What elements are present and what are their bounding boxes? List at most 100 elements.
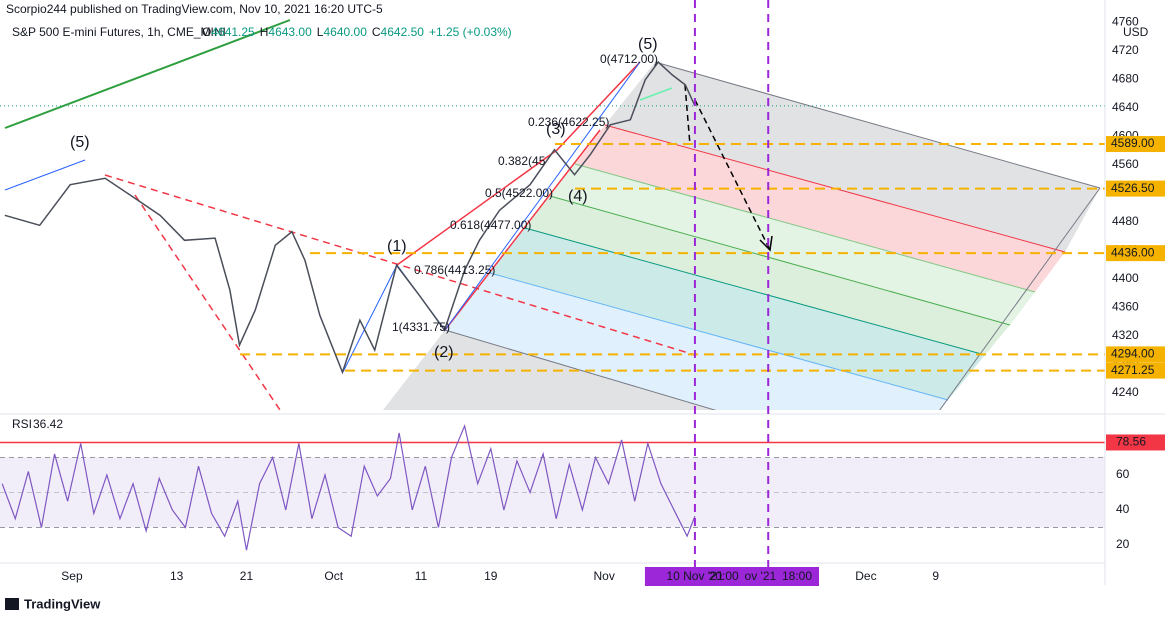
wave-label: (5) — [70, 134, 90, 151]
y-tick-label: 4680 — [1112, 71, 1139, 85]
x-tick-label: 21 — [240, 569, 254, 583]
fib-band — [445, 273, 948, 410]
y-tick-label: 60 — [1116, 467, 1130, 481]
wave-label: (4) — [568, 188, 588, 205]
ohlc-value: 4640.00 — [323, 25, 367, 39]
level-label: 4271.25 — [1111, 363, 1155, 377]
fib-label: 0.382(45 — [498, 154, 546, 168]
cursor-box — [644, 567, 820, 586]
trend-line — [134, 194, 281, 410]
rsi-line — [1, 423, 696, 551]
rsi-clip — [1, 423, 696, 551]
fib-edge — [939, 187, 1101, 410]
y-tick-label: 4720 — [1112, 43, 1139, 57]
ohlc-value: 4642.50 — [381, 25, 425, 39]
fib-label: 1(4331.75) — [392, 320, 450, 334]
symbol: S&P 500 E-mini Futures, 1h, CME_MINI — [12, 25, 226, 39]
ohlc-key: C — [372, 25, 381, 39]
trend-line — [444, 129, 601, 331]
fib-band — [525, 196, 1010, 355]
level-box — [1106, 245, 1165, 262]
y-tick-label: 40 — [1116, 502, 1130, 516]
y-tick-label: 20 — [1116, 537, 1130, 551]
change: +1.25 (+0.03%) — [429, 25, 512, 39]
level-box — [1106, 180, 1165, 197]
x-tick-label: Nov — [594, 569, 615, 583]
x-tick-label: Sep — [61, 569, 83, 583]
fib-lines — [444, 61, 1101, 410]
level-label: 4526.50 — [1111, 181, 1155, 195]
price-pane: 0(4712.00) 0.236(4622.25) 0.382(45 0.5(4522… — [0, 19, 1105, 410]
level-label: 4294.00 — [1111, 347, 1155, 361]
rsi-level-box — [1106, 434, 1165, 451]
fib-band — [550, 164, 1035, 325]
fib-line — [524, 227, 986, 356]
projection-arrow — [694, 99, 771, 251]
x-tick-label: 11 — [415, 569, 428, 583]
ohlc: O4641.25 H4643.00 L4640.00 C4642.50 +1.25 (+… — [202, 25, 512, 39]
rsi-level-label: 78.56 — [1116, 435, 1146, 449]
ohlc-key: H — [260, 25, 269, 39]
fib-line — [444, 329, 717, 410]
price-line — [4, 60, 696, 375]
ohlc-key: L — [317, 25, 324, 39]
fib-label: 0.786(4413.25) — [414, 263, 495, 277]
cursor-label: 10 Nov '21 — [666, 569, 723, 583]
rsi-pane — [0, 423, 1105, 551]
level-label: 4436.00 — [1111, 245, 1155, 259]
rsi-title: RSI — [12, 417, 32, 431]
trend-line — [4, 159, 86, 191]
fib-line — [489, 272, 949, 401]
logo — [5, 598, 19, 610]
cursor-label: 18:00 — [782, 569, 812, 583]
trend-line — [639, 87, 673, 101]
fib-line — [549, 195, 1011, 326]
arrow-head — [759, 235, 773, 252]
y-tick-label: 4240 — [1112, 385, 1139, 399]
trend-line — [396, 61, 641, 266]
rsi-value: 36.42 — [33, 417, 63, 431]
y-tick-label: 4760 — [1112, 14, 1139, 28]
x-tick-label: 9 — [932, 569, 939, 583]
ohlc-key: O — [202, 25, 211, 39]
y-tick-label: 4640 — [1112, 100, 1139, 114]
y-tick-label: 4320 — [1112, 328, 1139, 342]
trend-line — [104, 174, 696, 356]
wave-label: (3) — [546, 121, 566, 138]
footer: TradingView — [24, 596, 101, 611]
ohlc-value: 4643.00 — [268, 25, 312, 39]
x-tick-label: Dec — [855, 569, 876, 583]
cursor-label: ov '21 — [745, 569, 777, 583]
publisher: Scorpio244 published on TradingView.com,… — [6, 2, 383, 16]
fib-label: 0.236(4622.25) — [528, 115, 609, 129]
y-tick-label: 4560 — [1112, 157, 1139, 171]
y-tick-label: 4480 — [1112, 214, 1139, 228]
x-tick-label: Oct — [324, 569, 343, 583]
level-label: 4589.00 — [1111, 136, 1155, 150]
fib-line — [574, 163, 1036, 293]
trend-line — [4, 19, 291, 129]
level-box — [1106, 362, 1165, 379]
fib-band — [575, 125, 1065, 292]
wave-label: (5) — [638, 36, 658, 53]
fib-label: 0.618(4477.00) — [450, 218, 531, 232]
fib-band — [605, 62, 1100, 252]
y-tick-label: 4400 — [1112, 271, 1139, 285]
ohlc-value: 4641.25 — [211, 25, 255, 39]
fib-label: 0.5(4522.00) — [485, 186, 553, 200]
cursor-label: 20:00 — [709, 569, 739, 583]
y-tick-label: 4360 — [1112, 299, 1139, 313]
wave-label: (2) — [434, 344, 454, 361]
projection-arrow — [684, 84, 691, 146]
level-box — [1106, 136, 1165, 153]
fib-line — [654, 61, 1101, 189]
fib-label: 0(4712.00) — [600, 52, 658, 66]
fib-band — [490, 228, 985, 400]
x-tick-label: 19 — [484, 569, 498, 583]
level-box — [1106, 346, 1165, 363]
wave-label: (1) — [387, 238, 407, 255]
x-tick-label: 13 — [170, 569, 184, 583]
